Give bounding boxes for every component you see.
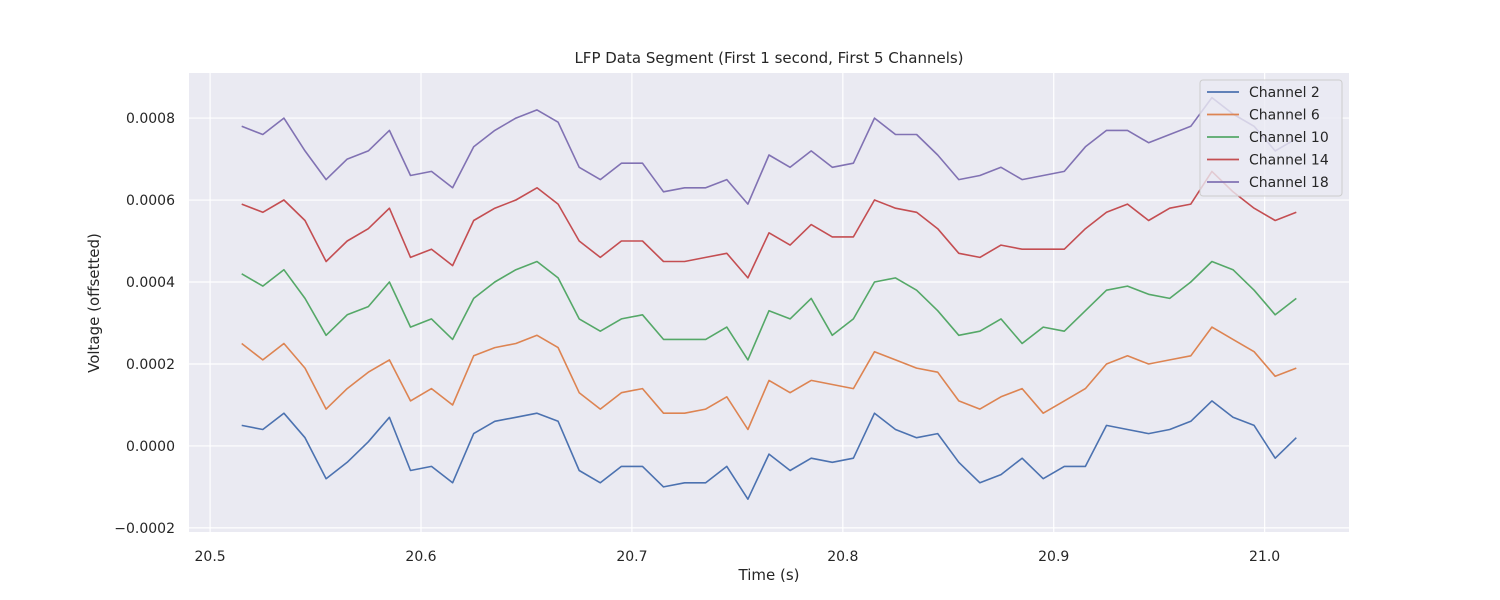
- series-line-channel-10: [241, 260, 1297, 361]
- y-tick-label: 0.0002: [126, 357, 175, 373]
- legend-label: Channel 2: [1249, 85, 1320, 101]
- y-axis-label: Voltage (offsetted): [85, 233, 103, 373]
- y-tick-label: 0.0008: [126, 111, 175, 127]
- series-line-channel-18: [241, 96, 1297, 205]
- x-axis-label: Time (s): [738, 566, 800, 584]
- x-tick-label: 21.0: [1249, 549, 1280, 565]
- y-tick-label: 0.0004: [126, 275, 175, 291]
- series-line-channel-2: [241, 400, 1297, 501]
- legend-label: Channel 18: [1249, 175, 1329, 191]
- legend-frame: [1199, 79, 1343, 197]
- x-tick-label: 20.7: [616, 549, 647, 565]
- x-tick-label: 20.8: [827, 549, 858, 565]
- series-line-channel-14: [241, 170, 1297, 279]
- chart-title: LFP Data Segment (First 1 second, First …: [574, 49, 963, 67]
- y-axis-ticks: −0.0002 0.0000 0.0002 0.0004 0.0006 0.0008: [114, 111, 175, 537]
- series-line-channel-6: [241, 326, 1297, 431]
- x-tick-label: 20.6: [405, 549, 436, 565]
- y-tick-label: −0.0002: [114, 521, 175, 537]
- legend-label: Channel 6: [1249, 108, 1320, 124]
- x-tick-label: 20.5: [195, 549, 226, 565]
- y-tick-label: 0.0000: [126, 439, 175, 455]
- legend: Channel 2 Channel 6 Channel 10 Channel 14 Ch…: [1199, 79, 1343, 197]
- x-tick-label: 20.9: [1038, 549, 1069, 565]
- legend-label: Channel 14: [1249, 153, 1329, 169]
- series-layer: [241, 96, 1297, 501]
- x-axis-ticks: 20.5 20.6 20.7 20.8 20.9 21.0: [195, 549, 1281, 565]
- plot-area: [189, 73, 1349, 532]
- legend-label: Channel 10: [1249, 130, 1329, 146]
- y-tick-label: 0.0006: [126, 193, 175, 209]
